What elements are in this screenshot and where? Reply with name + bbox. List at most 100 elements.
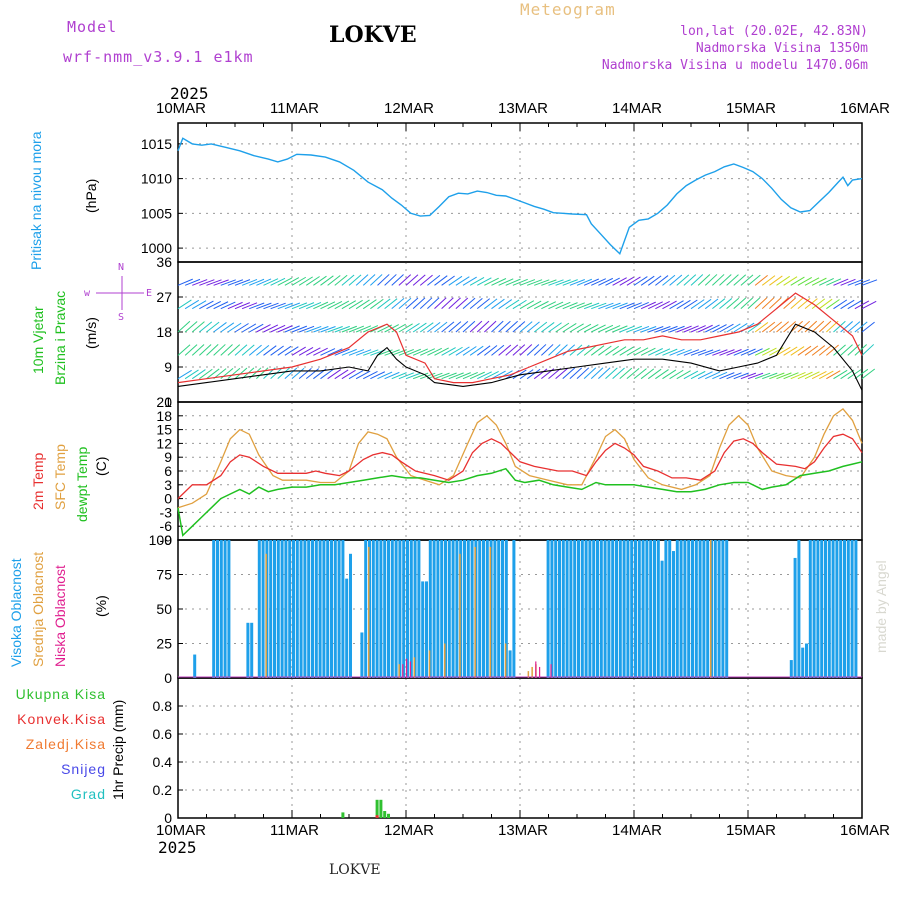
wind-barb	[505, 278, 521, 286]
cloud-high-bar	[664, 540, 668, 678]
wind-barb	[241, 367, 255, 380]
wind-barb	[733, 372, 749, 380]
wind-barb	[840, 369, 855, 380]
wind-barb	[576, 344, 590, 356]
wind-barb	[747, 348, 763, 356]
wind-barb	[256, 302, 272, 310]
wind-barb	[377, 349, 393, 356]
wind-barb	[427, 347, 442, 356]
cloud-high-bar	[843, 540, 846, 678]
cloud-high-bar	[656, 540, 660, 678]
wind-barb	[327, 369, 342, 380]
wind-barb	[256, 367, 269, 380]
panel-frame	[177, 539, 863, 679]
cloud-high-bar	[219, 540, 223, 678]
wind-barb	[562, 302, 578, 310]
wind-barb	[790, 276, 805, 286]
wind-barb	[234, 344, 248, 356]
wind-barb	[705, 324, 720, 333]
cloud-high-bar	[592, 540, 596, 678]
wind-barb	[377, 274, 390, 286]
wind-barb	[762, 347, 777, 356]
temp-title-1: 2m Temp	[30, 452, 46, 510]
wind-barb	[818, 320, 832, 333]
cloud-high-bar	[649, 540, 653, 678]
cloud-high-bar	[504, 540, 508, 678]
wind-barb	[769, 297, 782, 310]
wind-barb	[306, 347, 321, 356]
wind-barb	[184, 299, 200, 310]
wind-barb	[291, 325, 308, 333]
wind-barb	[277, 345, 292, 356]
wind-barb	[583, 324, 599, 333]
wind-barb	[719, 298, 733, 310]
cloud-high-bar	[337, 540, 341, 678]
wind-barb	[626, 346, 642, 356]
cloud-high-bar	[850, 540, 854, 678]
wind-barb	[427, 297, 440, 310]
wind-barb	[747, 274, 761, 286]
wind-barb	[533, 321, 548, 333]
cloud-mid-bar	[535, 664, 537, 678]
wind-barb	[840, 299, 855, 310]
model-elevation-label: Nadmorska Visina u modelu 1470.06m	[601, 58, 868, 73]
cloud-low-bar	[535, 661, 537, 678]
wind-barb	[227, 279, 244, 286]
wind-barb	[441, 347, 456, 356]
cloud-high-bar	[417, 540, 421, 678]
wind-barb	[598, 345, 612, 356]
wind-barb	[384, 324, 400, 333]
cloud-high-bar	[223, 540, 227, 678]
cloud-high-bar	[455, 540, 459, 678]
wind-barb	[462, 276, 477, 286]
wind-barb	[569, 344, 583, 356]
wind-barb	[227, 322, 242, 333]
wind-barb	[740, 322, 755, 333]
cloud-high-bar	[789, 660, 793, 678]
cloud-high-bar	[501, 540, 504, 678]
wind-barb	[519, 321, 533, 333]
wind-barb	[220, 301, 236, 310]
wind-barb	[761, 321, 776, 333]
cloud-high-bar	[561, 540, 565, 678]
legend-conv-rain: Konvek.Kisa	[17, 711, 106, 727]
wind-barb	[177, 344, 191, 356]
wind-barb	[619, 367, 633, 380]
wind-barb	[234, 279, 251, 286]
wind-barb	[747, 372, 764, 380]
wind-barb	[355, 299, 370, 310]
wind-barb	[427, 372, 443, 380]
wind-barb	[605, 277, 620, 286]
wind-barb	[191, 321, 205, 333]
wind-barb	[754, 297, 768, 310]
temp-title-2: SFC Temp	[52, 444, 68, 510]
y-tick-label: 75	[156, 567, 172, 583]
y-tick-label: 0.4	[153, 754, 173, 770]
wind-barb	[598, 277, 613, 286]
wind-rose-w: w	[84, 288, 91, 299]
cloud-high-bar	[687, 540, 691, 678]
wind-barb	[769, 347, 784, 356]
cloud-high-bar	[725, 540, 729, 678]
wind-barb	[384, 371, 400, 380]
wind-barb	[697, 349, 714, 356]
wind-barb	[712, 324, 727, 333]
wind-barb	[227, 344, 241, 356]
wind-barb	[313, 301, 329, 310]
wind-barb	[512, 278, 528, 286]
wind-barb	[541, 368, 555, 380]
wind-barb	[826, 344, 839, 356]
wind-barb	[669, 325, 685, 333]
wind-barb	[334, 300, 350, 310]
wind-barb	[533, 368, 548, 380]
wind-barb	[555, 322, 570, 333]
wind-barb	[605, 367, 618, 380]
wind-barb	[562, 323, 577, 333]
precip-total-bar	[375, 799, 379, 818]
wind-barb	[213, 279, 229, 286]
wind-barb	[291, 346, 306, 356]
cloud-high-bar	[831, 540, 835, 678]
wind-barb	[241, 278, 258, 286]
wind-barb	[184, 321, 198, 333]
wind-barb	[662, 369, 677, 380]
